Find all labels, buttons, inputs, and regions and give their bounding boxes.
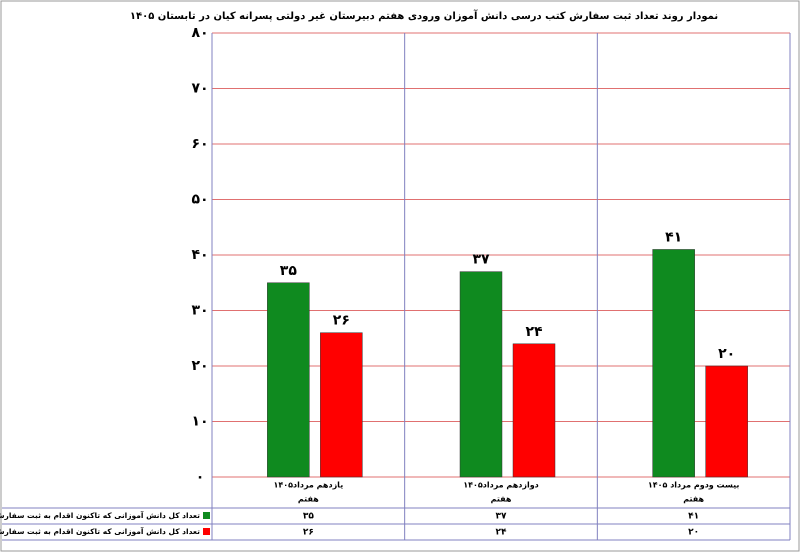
legend-swatch [203,512,210,519]
bar [267,282,310,478]
y-tick-label: ۸۰ [191,25,208,41]
y-tick-label: ۵۰ [191,192,208,208]
y-tick-label: ۳۰ [191,303,208,319]
y-tick-label: ۰ [196,469,205,485]
chart-title: نمودار روند تعداد ثبت سفارش کتب درسی دان… [130,9,718,22]
bar [459,271,503,478]
x-tick-label: بیست ودوم مرداد ۱۴۰۵ [648,481,740,490]
y-tick-label: ۱۰ [191,414,208,430]
table-cell: ۲۰ [688,528,699,538]
legend-swatch [203,528,210,535]
data-label: ۳۵ [280,263,298,279]
y-tick-label: ۶۰ [191,136,208,152]
table-cell: ۲۶ [303,528,314,538]
legend-label: تعداد کل دانش آموزانی که تاکنون اقدام به… [0,510,200,520]
data-label: ۲۶ [333,313,350,329]
data-label: ۳۷ [472,252,490,268]
table-cell: ۴۱ [688,512,699,522]
legend-label: تعداد کل دانش آموزانی که تاکنون اقدام به… [0,526,200,536]
table-cell: ۲۴ [496,528,507,538]
data-label: ۴۱ [665,229,682,245]
data-label: ۲۴ [525,324,543,340]
x-sub-label: هفتم [298,495,319,504]
bar [320,332,363,478]
x-tick-label: دوازدهم مرداد۱۴۰۵ [463,481,539,490]
x-tick-label: یازدهم مرداد۱۴۰۵ [273,481,343,490]
y-tick-label: ۷۰ [191,81,208,97]
x-sub-label: هفتم [683,495,704,504]
table-cell: ۳۵ [303,512,314,522]
bar [705,365,748,478]
y-tick-label: ۴۰ [191,247,208,263]
x-sub-label: هفتم [491,495,512,504]
bar [652,249,695,478]
data-label: ۲۰ [718,346,735,362]
table-cell: ۳۷ [496,512,507,522]
bar [512,343,556,478]
y-tick-label: ۲۰ [191,358,208,374]
